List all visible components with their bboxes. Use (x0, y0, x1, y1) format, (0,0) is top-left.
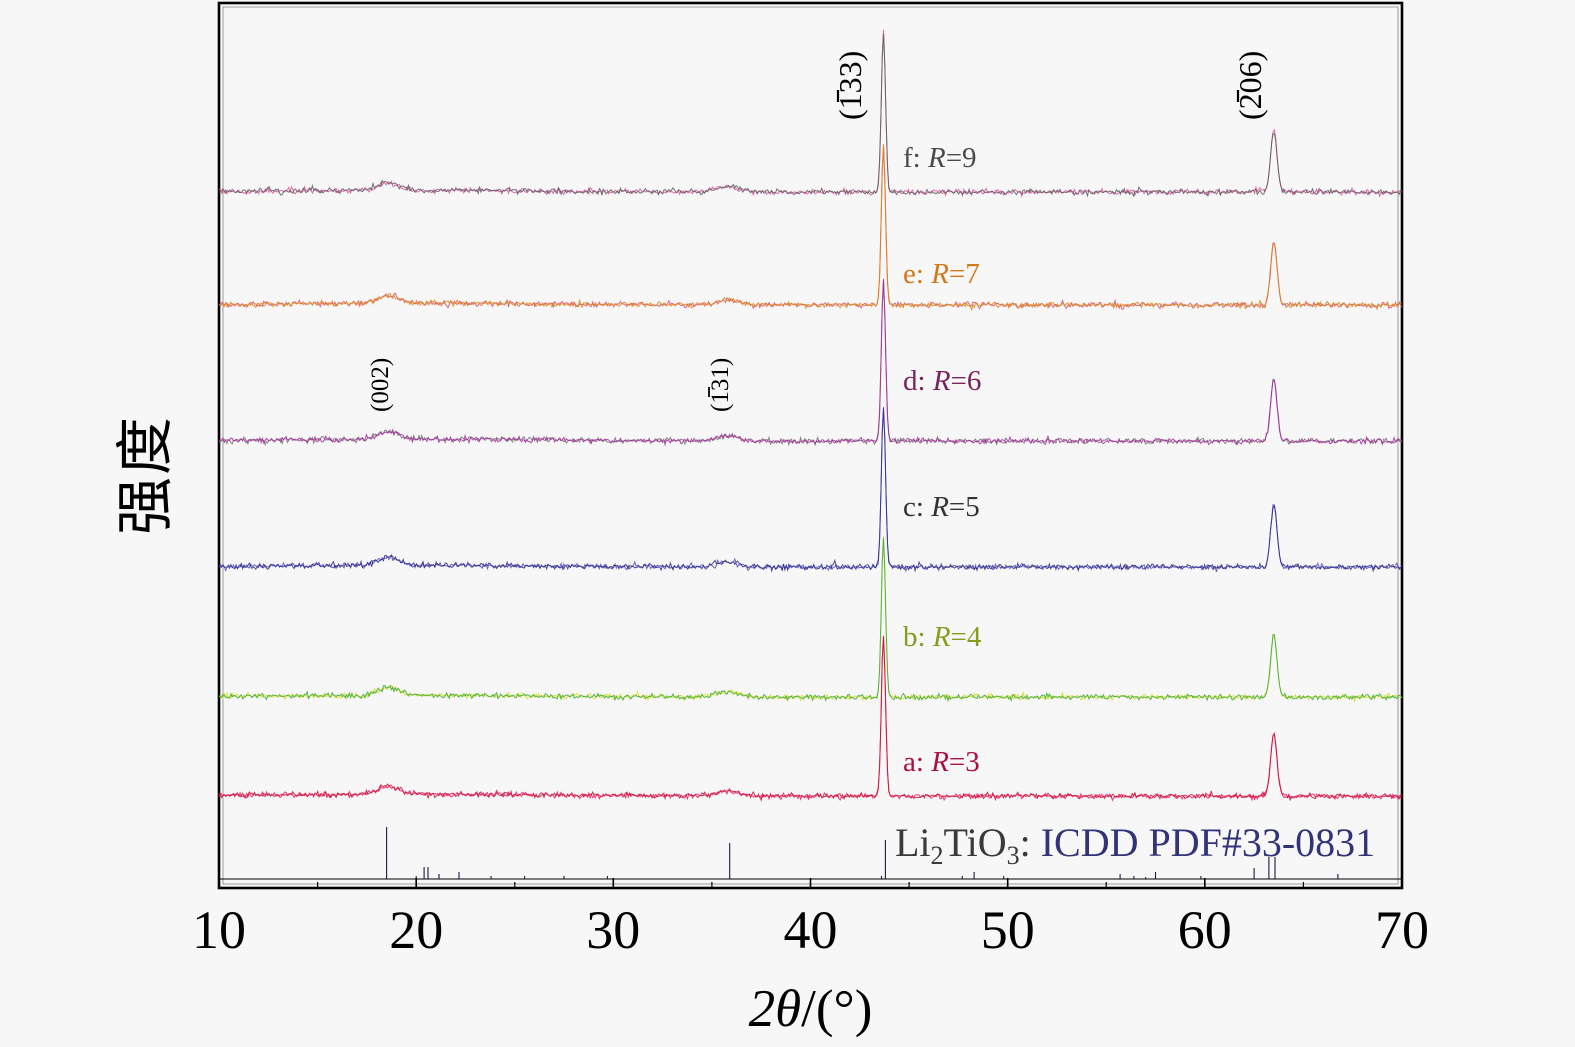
svg-text:20: 20 (389, 900, 443, 960)
svg-text:40: 40 (784, 900, 838, 960)
svg-text:d: R=6: d: R=6 (903, 365, 981, 397)
svg-text:f: R=9: f: R=9 (903, 142, 977, 174)
svg-text:强度: 强度 (113, 415, 178, 535)
svg-text:(002): (002) (367, 358, 394, 412)
svg-text:e: R=7: e: R=7 (903, 258, 980, 290)
svg-text:60: 60 (1178, 900, 1232, 960)
svg-text:b: R=4: b: R=4 (903, 621, 982, 653)
svg-text:(133): (133) (832, 51, 868, 120)
svg-text:70: 70 (1375, 900, 1429, 960)
svg-text:(206): (206) (1232, 51, 1268, 120)
svg-text:50: 50 (981, 900, 1035, 960)
svg-text:c: R=5: c: R=5 (903, 491, 980, 523)
svg-text:Li2TiO3: ICDD PDF#33-0831: Li2TiO3: ICDD PDF#33-0831 (895, 820, 1375, 870)
svg-text:(131): (131) (707, 358, 734, 412)
svg-text:30: 30 (586, 900, 640, 960)
svg-text:a: R=3: a: R=3 (903, 746, 980, 778)
svg-text:10: 10 (192, 900, 246, 960)
svg-text:2θ/(°): 2θ/(°) (749, 980, 873, 1038)
